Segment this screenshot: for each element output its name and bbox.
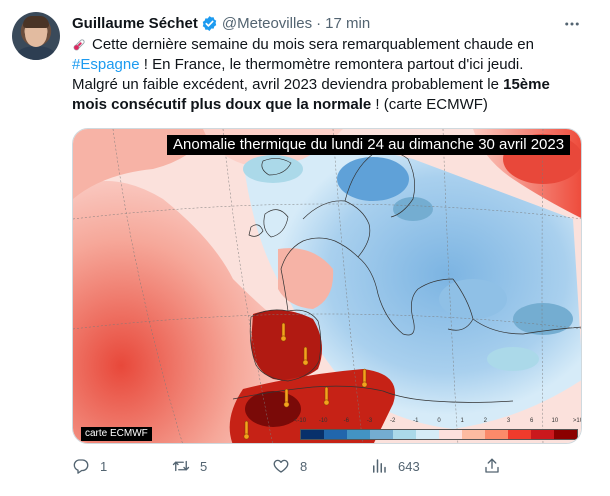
views-count: 643 [398, 458, 420, 474]
tweet-time[interactable]: 17 min [325, 14, 371, 32]
scale-tick-label: -10 [318, 418, 328, 424]
more-icon[interactable] [560, 14, 584, 34]
map-cold-anatolia [513, 303, 573, 335]
tweet-line-4: mois consécutif plus doux que la normale… [72, 95, 592, 115]
scale-tick-label: -3 [366, 418, 373, 424]
color-scale-bar [300, 429, 578, 440]
scale-tick-label: >10 [572, 418, 581, 424]
scale-tick-label: -6 [343, 418, 349, 424]
scale-swatch [531, 430, 554, 439]
thermometer-marker [283, 388, 290, 408]
share-icon [485, 458, 499, 473]
map-cold-baltic [393, 197, 433, 221]
header-separator: · [316, 14, 322, 32]
thermometer-marker [302, 346, 309, 366]
tweet-text-line3-bold: 15ème [503, 76, 550, 93]
thermometer-emoji-icon [73, 39, 85, 51]
author-name[interactable]: Guillaume Séchet [72, 14, 198, 32]
map-hot-iberia [251, 310, 322, 381]
retweet-icon [172, 460, 190, 472]
tweet-line-1: Cette dernière semaine du mois sera rema… [72, 35, 592, 55]
thermometer-marker [243, 420, 250, 440]
thermometer-marker [361, 368, 368, 388]
map-cold-scandinavia [337, 157, 409, 201]
views-icon [373, 459, 386, 473]
reply-icon [73, 459, 89, 474]
share-button[interactable] [483, 455, 511, 477]
more-dots-icon [565, 22, 579, 26]
scale-swatch [462, 430, 485, 439]
tweet-text-line1: Cette dernière semaine du mois sera rema… [92, 36, 534, 53]
scale-tick-label: 0 [437, 418, 441, 424]
map-warm-atlantic [73, 181, 313, 443]
scale-swatch [347, 430, 370, 439]
map-thermometer-markers [243, 322, 368, 440]
views-button[interactable]: 643 [370, 455, 420, 477]
map-cold-balkans [439, 279, 507, 319]
scale-tick-label: 6 [529, 418, 534, 424]
tweet-line-3: Malgré un faible excédent, avril 2023 de… [72, 75, 592, 95]
map-cold-caucasus [487, 347, 539, 371]
scale-swatch [508, 430, 531, 439]
map-hot-morocco [245, 391, 301, 427]
verified-badge-icon [202, 15, 217, 31]
tweet-text: Cette dernière semaine du mois sera rema… [72, 35, 592, 115]
scale-swatch [301, 430, 324, 439]
retweet-button[interactable]: 5 [172, 455, 207, 477]
scale-swatch [370, 430, 393, 439]
scale-tick-label: 10 [551, 418, 559, 424]
tweet-text-line4: ! (carte ECMWF) [371, 96, 488, 113]
temperature-anomaly-map [73, 129, 581, 443]
scale-tick-label: 2 [483, 418, 487, 424]
map-warm-france [278, 248, 334, 309]
map-cold-iceland [243, 155, 303, 183]
scale-swatch [416, 430, 439, 439]
scale-tick-label: -2 [389, 418, 396, 424]
hashtag-link[interactable]: #Espagne [72, 56, 140, 73]
scale-swatch [393, 430, 416, 439]
avatar[interactable] [12, 12, 60, 60]
tweet-line-2: #Espagne ! En France, le thermomètre rem… [72, 55, 592, 75]
scale-swatch [324, 430, 347, 439]
reply-button[interactable]: 1 [72, 455, 107, 477]
map-graticule [73, 129, 581, 443]
media-image[interactable]: Anomalie thermique du lundi 24 au dimanc… [72, 128, 582, 444]
retweet-count: 5 [200, 458, 208, 474]
scale-swatch [554, 430, 577, 439]
tweet-text-line4-bold: mois consécutif plus doux que la normale [72, 96, 372, 113]
heart-icon [273, 459, 289, 473]
tweet-actions: 1 5 8 643 [72, 455, 512, 477]
thermometer-marker [280, 322, 287, 342]
thermometer-marker [323, 386, 330, 406]
scale-swatch [485, 430, 508, 439]
avatar-shirt [16, 46, 56, 60]
tweet-text-line3: Malgré un faible excédent, avril 2023 de… [72, 76, 504, 93]
author-handle[interactable]: @Meteovilles [221, 14, 313, 32]
tweet-header: Guillaume Séchet @Meteovilles · 17 min [72, 13, 370, 33]
avatar-hair [23, 16, 49, 28]
scale-tick-label: <-10 [293, 418, 307, 424]
reply-count: 1 [100, 458, 108, 474]
scale-swatch [439, 430, 462, 439]
like-count: 8 [300, 458, 308, 474]
scale-tick-label: -1 [413, 418, 419, 424]
map-title: Anomalie thermique du lundi 24 au dimanc… [167, 135, 571, 155]
tweet-text-line2: ! En France, le thermomètre remontera pa… [139, 56, 524, 73]
scale-tick-label: 3 [506, 418, 511, 424]
like-button[interactable]: 8 [272, 455, 307, 477]
scale-tick-label: 1 [460, 418, 464, 424]
map-credit: carte ECMWF [81, 427, 152, 441]
